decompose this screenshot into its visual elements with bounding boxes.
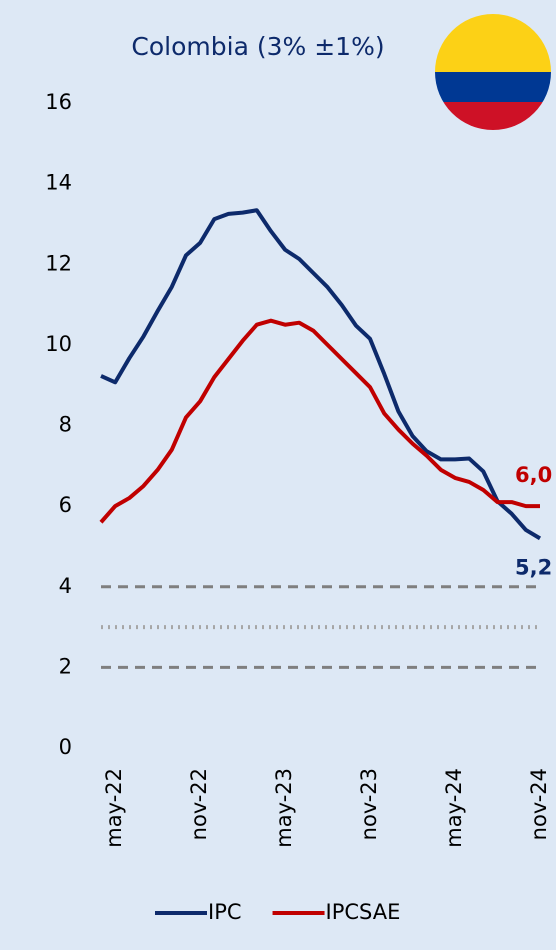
y-tick-label: 10 (45, 332, 72, 356)
x-tick-label: nov-22 (187, 768, 211, 840)
data-label: 5,2 (515, 555, 552, 579)
flag (435, 14, 551, 130)
y-tick-label: 0 (59, 735, 72, 759)
x-tick-label: may-23 (272, 768, 296, 848)
legend-label: IPCSAE (326, 900, 401, 924)
y-tick-label: 8 (59, 413, 72, 437)
y-tick-label: 12 (45, 251, 72, 275)
y-tick-label: 6 (59, 493, 72, 517)
x-tick-label: nov-24 (527, 768, 551, 840)
legend-label: IPC (208, 900, 242, 924)
line-series (100, 208, 542, 541)
y-tick-label: 14 (45, 171, 72, 195)
line-series (99, 318, 540, 524)
y-tick-label: 4 (59, 574, 72, 598)
x-tick-label: may-22 (102, 768, 126, 848)
y-tick-label: 16 (45, 90, 72, 114)
data-label: 6,0 (515, 463, 552, 487)
chart-title: Colombia (3% ±1%) (131, 32, 384, 61)
y-tick-label: 2 (59, 654, 72, 678)
x-tick-label: nov-23 (357, 768, 381, 840)
x-tick-label: may-24 (442, 768, 466, 848)
